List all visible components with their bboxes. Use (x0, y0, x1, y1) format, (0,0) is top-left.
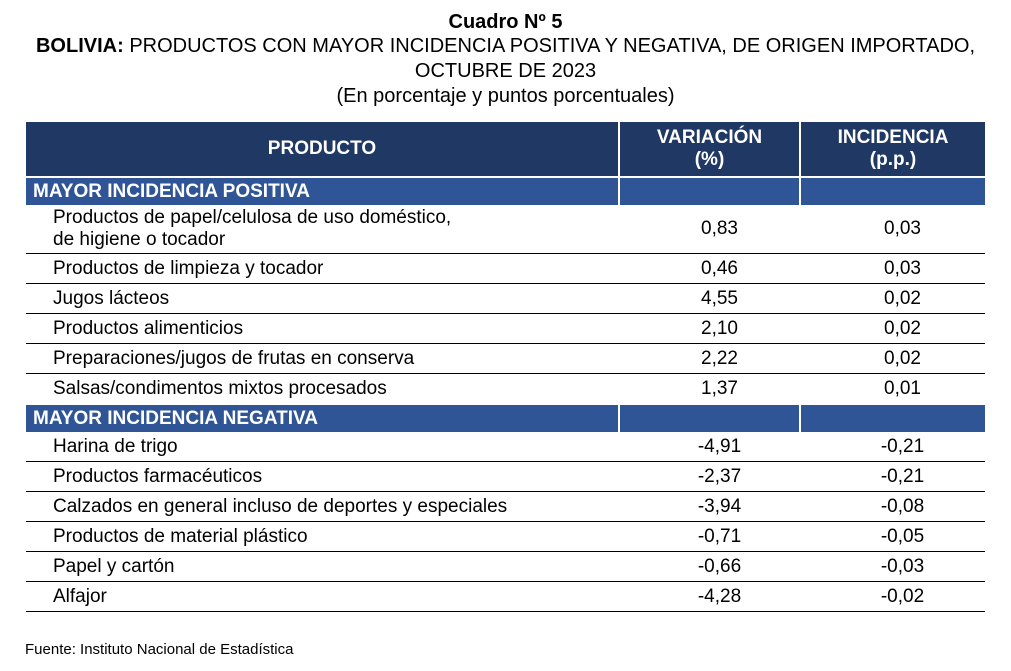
title-country: BOLIVIA: (35, 35, 124, 57)
product-cell: Preparaciones/jugos de frutas en conserv… (26, 343, 619, 374)
product-cell: Jugos lácteos (26, 283, 619, 314)
product-cell: Harina de trigo (26, 432, 619, 462)
incidence-cell: 0,02 (800, 343, 985, 374)
table-subtitle: (En porcentaje y puntos porcentuales) (336, 85, 675, 107)
incidence-table: PRODUCTO VARIACIÓN (%) INCIDENCIA (p.p.) M… (26, 122, 985, 612)
incidence-cell: -0,03 (800, 551, 985, 582)
product-cell: Productos de papel/celulosa de uso domés… (26, 205, 619, 254)
table-row: Jugos lácteos 4,55 0,02 (26, 283, 985, 314)
table-row: Productos de papel/celulosa de uso domés… (26, 205, 985, 254)
section-header-positive: MAYOR INCIDENCIA POSITIVA (26, 176, 985, 205)
incidence-cell: -0,08 (800, 491, 985, 522)
column-header-product: PRODUCTO (26, 122, 620, 177)
column-header-incidence: INCIDENCIA (p.p.) (800, 122, 985, 177)
incidence-cell: 0,02 (800, 313, 985, 344)
product-cell: Productos alimenticios (26, 313, 619, 344)
table-row: Productos farmacéuticos -2,37 -0,21 (26, 461, 985, 492)
table-number: Cuadro Nº 5 (448, 11, 563, 33)
variation-cell: 0,46 (619, 253, 800, 284)
product-cell: Productos farmacéuticos (26, 461, 619, 492)
variation-cell: -3,94 (619, 491, 800, 522)
title-text: PRODUCTOS CON MAYOR INCIDENCIA POSITIVA … (123, 35, 976, 82)
table-row: Productos de limpieza y tocador 0,46 0,0… (26, 253, 985, 284)
variation-cell: 0,83 (619, 205, 800, 254)
incidence-cell: 0,03 (800, 253, 985, 284)
table-row: Alfajor -4,28 -0,02 (26, 581, 985, 612)
table-header-block: Cuadro Nº 5 BOLIVIA: PRODUCTOS CON MAYOR… (0, 10, 1011, 108)
incidence-cell: -0,21 (800, 432, 985, 462)
section-label: MAYOR INCIDENCIA POSITIVA (26, 176, 620, 205)
section-label: MAYOR INCIDENCIA NEGATIVA (26, 403, 620, 432)
table-row: Productos de material plástico -0,71 -0,… (26, 521, 985, 552)
incidence-cell: 0,01 (800, 373, 985, 405)
product-cell: Papel y cartón (26, 551, 619, 582)
variation-cell: 1,37 (619, 373, 800, 405)
table-row: Papel y cartón -0,66 -0,03 (26, 551, 985, 582)
product-cell: Salsas/condimentos mixtos procesados (26, 373, 619, 405)
incidence-cell: -0,21 (800, 461, 985, 492)
product-cell: Productos de limpieza y tocador (26, 253, 619, 284)
variation-cell: 2,22 (619, 343, 800, 374)
product-cell: Productos de material plástico (26, 521, 619, 552)
incidence-cell: -0,02 (800, 581, 985, 612)
product-cell: Calzados en general incluso de deportes … (26, 491, 619, 522)
incidence-cell: 0,03 (800, 205, 985, 254)
variation-cell: 2,10 (619, 313, 800, 344)
incidence-cell: 0,02 (800, 283, 985, 314)
source-note: Fuente: Instituto Nacional de Estadístic… (25, 641, 294, 658)
variation-cell: -4,91 (619, 432, 800, 462)
variation-cell: -0,66 (619, 551, 800, 582)
variation-cell: 4,55 (619, 283, 800, 314)
variation-cell: -2,37 (619, 461, 800, 492)
column-header-row: PRODUCTO VARIACIÓN (%) INCIDENCIA (p.p.) (26, 122, 985, 177)
table-row: Productos alimenticios 2,10 0,02 (26, 313, 985, 344)
table-row: Salsas/condimentos mixtos procesados 1,3… (26, 373, 985, 405)
product-cell: Alfajor (26, 581, 619, 612)
table-row: Calzados en general incluso de deportes … (26, 491, 985, 522)
section-header-negative: MAYOR INCIDENCIA NEGATIVA (26, 403, 985, 432)
variation-cell: -0,71 (619, 521, 800, 552)
table-row: Preparaciones/jugos de frutas en conserv… (26, 343, 985, 374)
table-row: Harina de trigo -4,91 -0,21 (26, 432, 985, 462)
incidence-cell: -0,05 (800, 521, 985, 552)
table-title: BOLIVIA: PRODUCTOS CON MAYOR INCIDENCIA … (0, 34, 1011, 84)
variation-cell: -4,28 (619, 581, 800, 612)
column-header-variation: VARIACIÓN (%) (619, 122, 801, 177)
